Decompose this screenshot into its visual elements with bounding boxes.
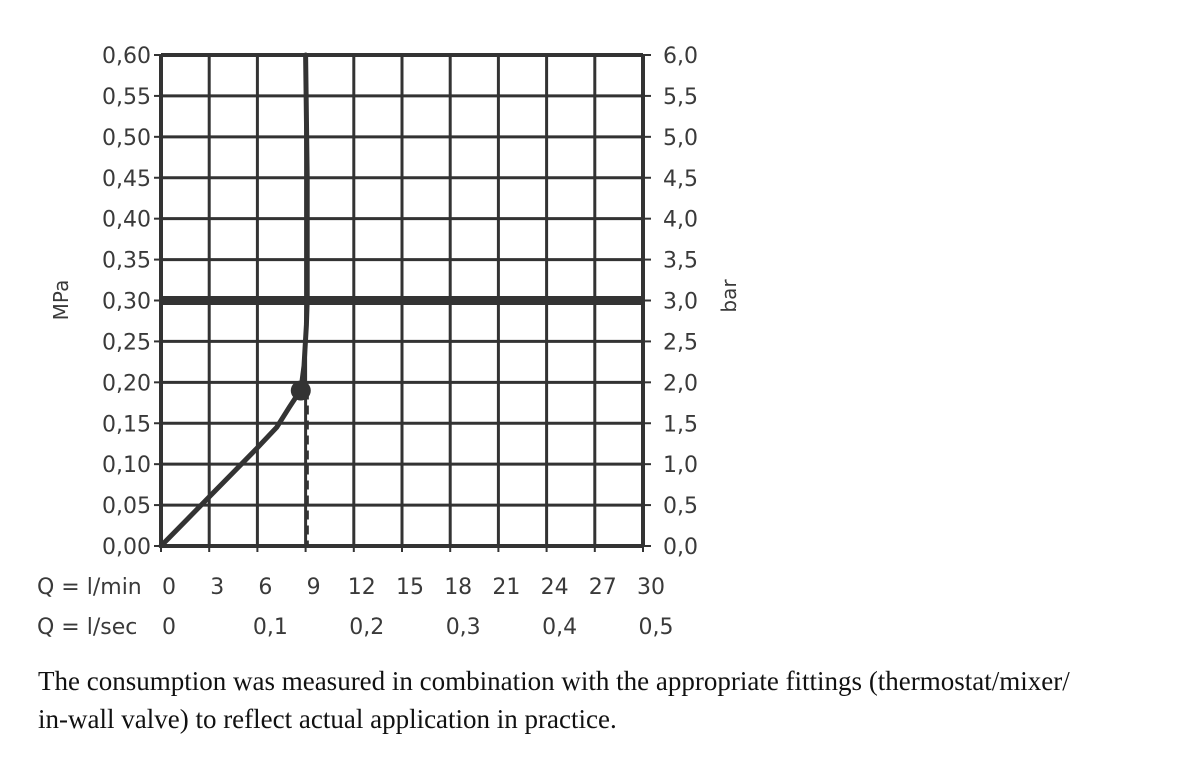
svg-text:0,3: 0,3 (446, 615, 481, 640)
svg-text:24: 24 (541, 575, 569, 600)
svg-text:2,0: 2,0 (663, 371, 698, 396)
svg-text:5,5: 5,5 (663, 85, 698, 110)
svg-text:5,0: 5,0 (663, 126, 698, 151)
flow-curve (158, 52, 310, 549)
svg-text:Q = l/sec: Q = l/sec (37, 615, 137, 640)
svg-text:0,2: 0,2 (349, 615, 384, 640)
svg-text:0,60: 0,60 (102, 44, 151, 69)
svg-text:0,4: 0,4 (542, 615, 577, 640)
svg-text:0,50: 0,50 (102, 126, 151, 151)
svg-text:6: 6 (258, 575, 272, 600)
svg-text:1,5: 1,5 (663, 412, 698, 437)
svg-text:0,5: 0,5 (639, 615, 674, 640)
svg-text:4,0: 4,0 (663, 208, 698, 233)
svg-text:18: 18 (444, 575, 472, 600)
chart-caption: The consumption was measured in combinat… (38, 662, 1168, 738)
svg-text:3,5: 3,5 (663, 249, 698, 274)
svg-text:Q = l/min: Q = l/min (37, 575, 142, 600)
svg-text:0,45: 0,45 (102, 167, 151, 192)
svg-text:4,5: 4,5 (663, 167, 698, 192)
svg-text:15: 15 (396, 575, 424, 600)
svg-text:0,05: 0,05 (102, 494, 151, 519)
svg-text:0,0: 0,0 (663, 535, 698, 560)
svg-text:0,10: 0,10 (102, 453, 151, 478)
svg-text:0: 0 (162, 575, 176, 600)
svg-text:6,0: 6,0 (663, 44, 698, 69)
svg-text:1,0: 1,0 (663, 453, 698, 478)
svg-text:0,35: 0,35 (102, 249, 151, 274)
svg-text:0,00: 0,00 (102, 535, 151, 560)
svg-text:0,25: 0,25 (102, 330, 151, 355)
svg-text:2,5: 2,5 (663, 330, 698, 355)
y-axis-title-mpa: MPa (49, 280, 73, 321)
svg-text:9: 9 (307, 575, 321, 600)
svg-text:0,1: 0,1 (253, 615, 288, 640)
svg-text:0,5: 0,5 (663, 494, 698, 519)
svg-text:3: 3 (210, 575, 224, 600)
svg-text:0,55: 0,55 (102, 85, 151, 110)
x-axis-lmin-labels: Q = l/min 0 3 6 9 12 15 18 21 24 27 30 (37, 575, 665, 600)
svg-text:21: 21 (492, 575, 520, 600)
y-axis-mpa-labels: 0,00 0,05 0,10 0,15 0,20 0,25 0,30 0,35 0,40 0,45… (102, 44, 151, 560)
svg-text:27: 27 (589, 575, 617, 600)
x-axis-lsec-labels: Q = l/sec 0 0,1 0,2 0,3 0,4 0,5 (37, 615, 674, 640)
caption-line-1: The consumption was measured in combinat… (38, 666, 1070, 696)
svg-text:3,0: 3,0 (663, 290, 698, 315)
svg-text:0,15: 0,15 (102, 412, 151, 437)
svg-text:12: 12 (348, 575, 376, 600)
operating-point-marker (290, 380, 311, 401)
caption-line-2: in-wall valve) to reflect actual applica… (38, 704, 617, 734)
svg-text:30: 30 (637, 575, 665, 600)
flow-pressure-chart: 0,000,050,100,150,200,250,300,350,400,45… (37, 44, 741, 640)
svg-text:0,40: 0,40 (102, 208, 151, 233)
svg-text:0: 0 (162, 615, 176, 640)
y-axis-bar-labels: 0,0 0,5 1,0 1,5 2,0 2,5 3,0 3,5 4,0 4,5 5,0 5,5 6,0 (663, 44, 698, 560)
svg-text:0,30: 0,30 (102, 290, 151, 315)
y-axis-title-bar: bar (717, 279, 741, 313)
svg-text:0,20: 0,20 (102, 371, 151, 396)
